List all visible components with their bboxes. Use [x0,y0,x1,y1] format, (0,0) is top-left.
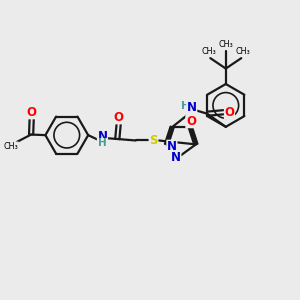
Text: O: O [27,106,37,119]
Text: H: H [98,139,107,148]
Text: CH₃: CH₃ [236,47,250,56]
Text: O: O [114,111,124,124]
Text: H: H [181,101,190,111]
Text: N: N [171,151,181,164]
Text: O: O [186,115,196,128]
Text: S: S [149,134,158,147]
Text: CH₃: CH₃ [218,40,233,49]
Text: O: O [224,106,235,119]
Text: N: N [98,130,107,143]
Text: CH₃: CH₃ [4,142,18,151]
Text: CH₃: CH₃ [202,47,216,56]
Text: N: N [187,101,197,114]
Text: N: N [167,140,177,153]
